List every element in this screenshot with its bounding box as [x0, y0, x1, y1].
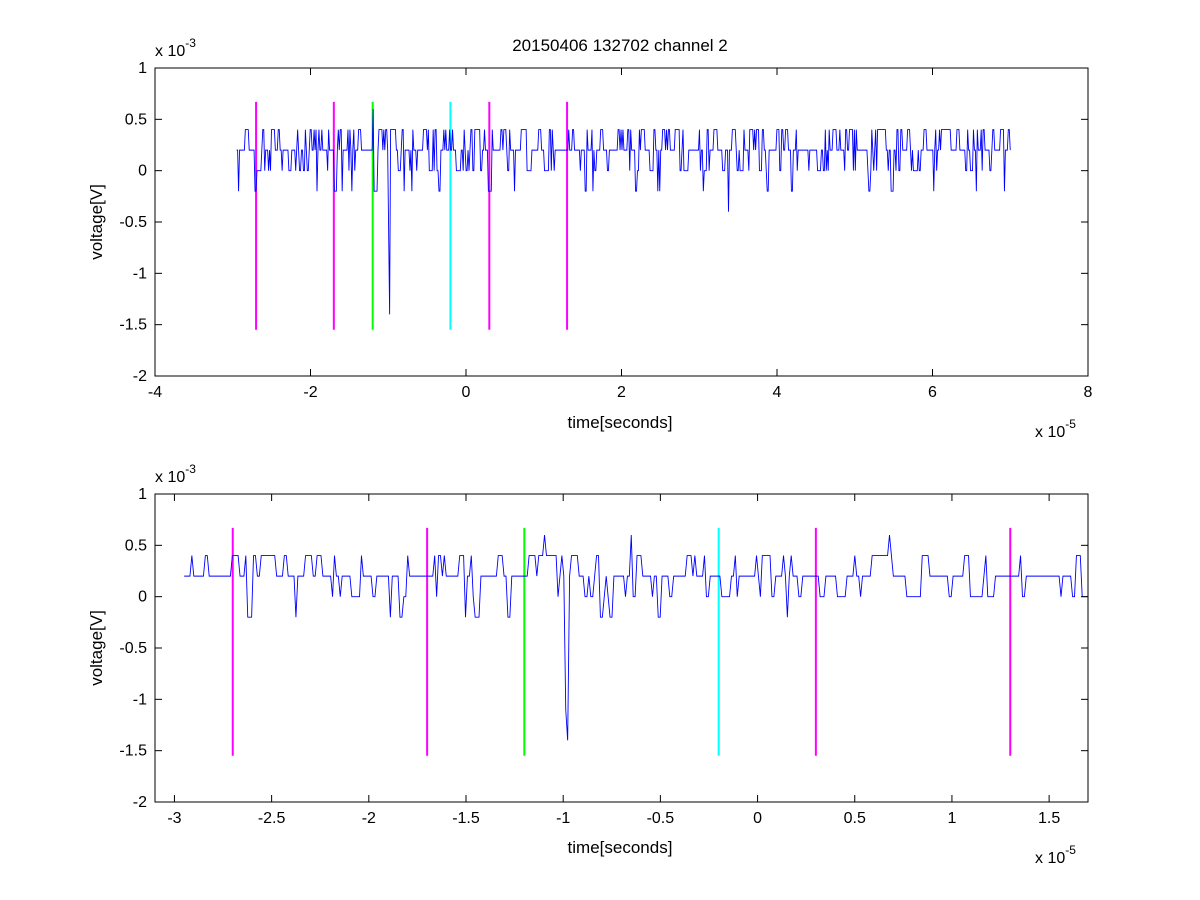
- bottom-subplot: -3 -2.5 -2 -1.5 -1 -0.5 0 0.5 1 1.5 -2 -1.5 -1 -0.5 0 0…: [87, 462, 1089, 867]
- bottom-y-tick-label: 0: [138, 589, 147, 606]
- top-y-exponent-label: x 10: [155, 43, 185, 60]
- top-y-exponent: x 10-3: [155, 36, 196, 60]
- top-axes-box: [154, 67, 1089, 377]
- top-x-tick-label: -2: [303, 384, 317, 401]
- bottom-x-tick-label: -1: [556, 810, 570, 827]
- top-y-tick-label: -1.5: [119, 317, 147, 334]
- top-subplot: -4 -2 0 2 4 6 8-2-1.5-1-0.500.51 time[seconds]…: [87, 36, 1093, 441]
- bottom-x-tick-label: 1: [947, 810, 956, 827]
- top-x-exponent-power: -5: [1065, 417, 1076, 431]
- bottom-y-tick-label: -0.5: [119, 640, 147, 657]
- top-x-tick-label: 4: [773, 384, 782, 401]
- bottom-y-tick-label: -1.5: [119, 743, 147, 760]
- bottom-y-tick-label: -1: [133, 691, 147, 708]
- bottom-x-exponent: x 10-5: [1035, 843, 1076, 867]
- top-voltage-series: [236, 109, 1011, 315]
- bottom-y-exponent-label: x 10: [155, 469, 185, 486]
- bottom-x-tick-label: -1.5: [452, 810, 480, 827]
- top-y-tick-label: 0.5: [125, 111, 147, 128]
- bottom-event-markers: [231, 527, 1012, 756]
- top-y-tick-label: -2: [133, 368, 147, 385]
- top-y-exponent-power: -3: [185, 36, 196, 50]
- top-y-tick-label: -0.5: [119, 214, 147, 231]
- top-y-axis-label: voltage[V]: [87, 184, 106, 260]
- top-x-tick-label: 6: [928, 384, 937, 401]
- bottom-y-tick-label: 0.5: [125, 537, 147, 554]
- bottom-x-tick-label: -3: [167, 810, 181, 827]
- top-signal-trace: [236, 109, 1011, 315]
- bottom-x-tick-label: -2: [362, 810, 376, 827]
- bottom-axis-ticks: -3 -2.5 -2 -1.5 -1 -0.5 0 0.5 1 1.5 -2 -1.5 -1 -0.5 0 0…: [119, 486, 1088, 827]
- bottom-y-exponent-power: -3: [185, 462, 196, 476]
- figure-title: 20150406 132702 channel 2: [512, 36, 728, 55]
- bottom-y-tick-label: -2: [133, 794, 147, 811]
- bottom-signal-trace: [184, 535, 1088, 741]
- bottom-x-exponent-power: -5: [1065, 843, 1076, 857]
- bottom-y-tick-label: 1: [138, 486, 147, 503]
- bottom-x-tick-label: 0: [753, 810, 762, 827]
- top-x-exponent-label: x 10: [1035, 424, 1065, 441]
- top-axis-ticks: -4 -2 0 2 4 6 8-2-1.5-1-0.500.51: [119, 60, 1092, 401]
- top-x-tick-label: 2: [617, 384, 626, 401]
- top-x-tick-label: 8: [1084, 384, 1093, 401]
- top-y-tick-label: 1: [138, 60, 147, 77]
- bottom-voltage-series: [184, 535, 1088, 741]
- top-x-tick-label: 0: [462, 384, 471, 401]
- top-x-exponent: x 10-5: [1035, 417, 1076, 441]
- bottom-x-axis-label: time[seconds]: [568, 838, 673, 857]
- top-x-tick-label: -4: [148, 384, 162, 401]
- bottom-x-tick-label: -0.5: [647, 810, 675, 827]
- bottom-x-tick-label: 0.5: [844, 810, 866, 827]
- top-y-tick-label: -1: [133, 265, 147, 282]
- bottom-y-exponent: x 10-3: [155, 462, 196, 486]
- bottom-y-axis-label: voltage[V]: [87, 610, 106, 686]
- top-event-markers: [255, 101, 569, 330]
- bottom-x-tick-label: 1.5: [1038, 810, 1060, 827]
- top-y-tick-label: 0: [138, 163, 147, 180]
- bottom-x-exponent-label: x 10: [1035, 850, 1065, 867]
- bottom-x-tick-label: -2.5: [258, 810, 286, 827]
- top-x-axis-label: time[seconds]: [568, 413, 673, 432]
- bottom-axes-box: [154, 493, 1089, 803]
